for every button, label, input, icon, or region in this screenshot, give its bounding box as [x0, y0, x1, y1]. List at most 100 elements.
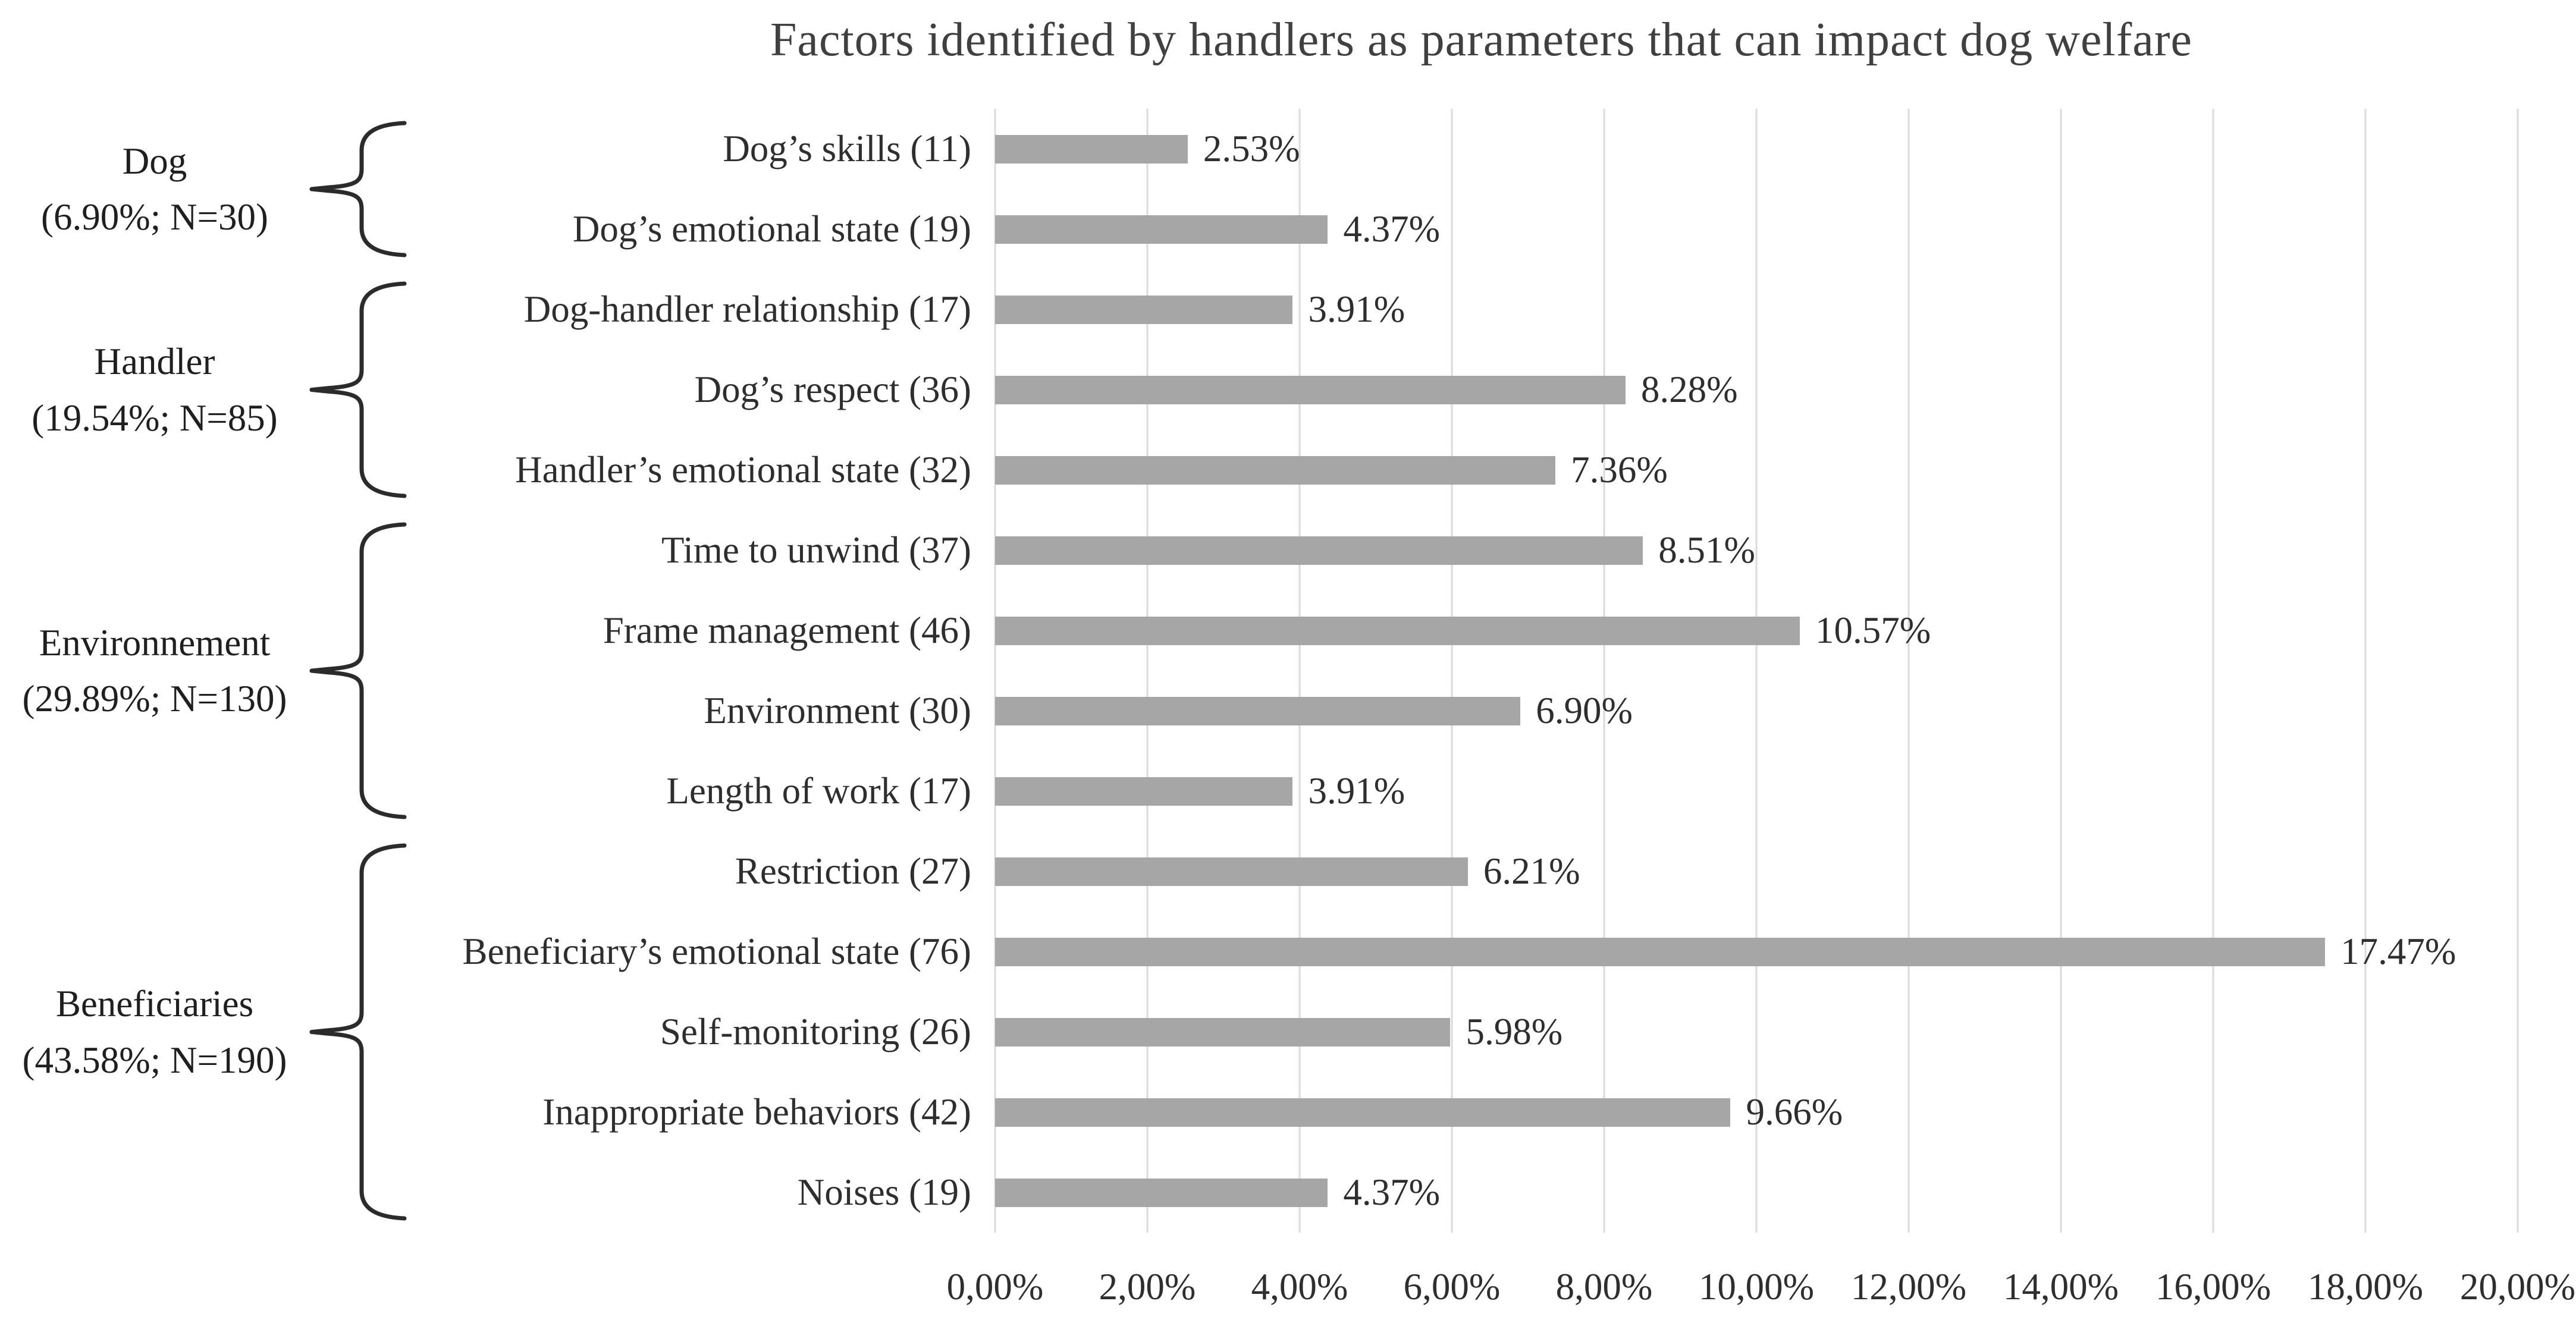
bar [995, 696, 1521, 725]
bar [995, 777, 1293, 806]
gridline [2212, 109, 2214, 1233]
table-row: Self-monitoring (26) 5.98% [0, 992, 2576, 1072]
value-label: 6.21% [1483, 850, 1580, 892]
value-label: 4.37% [1343, 1171, 1441, 1213]
category-label: Noises (19) [797, 1171, 971, 1213]
group-stats: (29.89%; N=130) [22, 678, 287, 719]
value-label: 4.37% [1343, 208, 1441, 250]
bar-track: 9.66% [995, 1072, 2518, 1152]
category-label: Self-monitoring (26) [660, 1011, 971, 1052]
gridlines-layer [994, 109, 2519, 1233]
table-row: Dog-handler relationship (17) 3.91% [0, 269, 2576, 350]
bar-track: 4.37% [995, 1152, 2518, 1233]
bar [995, 455, 1556, 485]
gridline [1451, 109, 1453, 1233]
bar-track: 8.51% [995, 510, 2518, 590]
bar-track: 17.47% [995, 912, 2518, 992]
group-stats: (43.58%; N=190) [22, 1039, 287, 1081]
curly-brace [309, 522, 407, 819]
bar-track: 6.21% [995, 831, 2518, 912]
value-label: 3.91% [1308, 770, 1405, 812]
category-label: Restriction (27) [735, 850, 971, 892]
bar [995, 937, 2326, 966]
x-tick-label: 4,00% [1251, 1266, 1348, 1308]
gridline [2517, 109, 2519, 1233]
bar [995, 857, 1468, 886]
curly-brace [309, 121, 407, 257]
gridline [1907, 109, 1910, 1233]
x-tick-label: 20,00% [2459, 1266, 2576, 1308]
category-label: Dog’s emotional state (19) [572, 208, 971, 250]
table-row: Dog’s respect (36) 8.28% [0, 350, 2576, 430]
x-axis-tick-labels: 0,00% 2,00% 4,00% 6,00% 8,00% 10,00% 12,00% 14,… [947, 1265, 2575, 1313]
value-label: 7.36% [1571, 449, 1668, 491]
category-label: Inappropriate behaviors (42) [542, 1091, 971, 1133]
value-label: 9.66% [1746, 1091, 1843, 1133]
bar [995, 215, 1328, 244]
value-label: 2.53% [1203, 128, 1300, 169]
group-name: Beneficiaries [55, 983, 254, 1025]
category-label: Environment (30) [704, 690, 971, 731]
bar-track: 3.91% [995, 751, 2518, 831]
category-label: Frame management (46) [603, 609, 971, 651]
bar-track: 5.98% [995, 992, 2518, 1072]
group-label: Beneficiaries (43.58%; N=190) [12, 841, 297, 1223]
table-row: Noises (19) 4.37% [0, 1152, 2576, 1233]
x-tick-label: 18,00% [2307, 1266, 2424, 1308]
group-braces-layer: Dog (6.90%; N=30) Handler (19.54%; N=85) Env… [0, 109, 428, 1233]
x-tick-label: 14,00% [2003, 1266, 2119, 1308]
value-label: 10.57% [1815, 609, 1931, 651]
value-label: 8.28% [1640, 369, 1738, 410]
value-label: 6.90% [1536, 690, 1633, 731]
table-row: Frame management (46) 10.57% [0, 590, 2576, 671]
bar [995, 295, 1293, 324]
x-tick-label: 0,00% [946, 1266, 1044, 1308]
category-label: Handler’s emotional state (32) [515, 449, 971, 491]
bar [995, 134, 1188, 164]
table-row: Restriction (27) 6.21% [0, 831, 2576, 912]
gridline [1298, 109, 1301, 1233]
bar-track: 3.91% [995, 269, 2518, 350]
curly-brace [309, 281, 407, 498]
bar-track: 6.90% [995, 671, 2518, 751]
category-label: Dog’s skills (11) [723, 128, 971, 169]
table-row: Inappropriate behaviors (42) 9.66% [0, 1072, 2576, 1152]
bar [995, 1178, 1328, 1207]
table-row: Handler’s emotional state (32) 7.36% [0, 430, 2576, 510]
bar-track: 10.57% [995, 590, 2518, 671]
table-row: Length of work (17) 3.91% [0, 751, 2576, 831]
category-label: Dog’s respect (36) [694, 369, 971, 410]
x-tick-label: 10,00% [1698, 1266, 1815, 1308]
category-label: Length of work (17) [666, 770, 971, 812]
group-name: Handler [94, 341, 215, 382]
table-row: Dog’s emotional state (19) 4.37% [0, 189, 2576, 269]
group-name: Environnement [39, 621, 271, 664]
bar [995, 616, 1800, 645]
bar-track: 7.36% [995, 430, 2518, 510]
x-tick-label: 2,00% [1099, 1266, 1196, 1308]
bar [995, 1098, 1731, 1127]
group-label: Dog (6.90%; N=30) [12, 118, 297, 260]
group-label: Environnement (29.89%; N=130) [12, 520, 297, 822]
bar-track: 2.53% [995, 109, 2518, 189]
bar-track: 4.37% [995, 189, 2518, 269]
gridline [2364, 109, 2367, 1233]
category-label: Beneficiary’s emotional state (76) [462, 931, 971, 972]
gridline [2060, 109, 2062, 1233]
x-tick-label: 8,00% [1555, 1266, 1653, 1308]
gridline [1755, 109, 1758, 1233]
table-row: Dog’s skills (11) 2.53% [0, 109, 2576, 189]
category-label: Dog-handler relationship (17) [523, 288, 971, 330]
x-tick-label: 12,00% [1850, 1266, 1967, 1308]
gridline [1603, 109, 1605, 1233]
gridline [1146, 109, 1149, 1233]
group-stats: (19.54%; N=85) [32, 397, 278, 439]
value-label: 3.91% [1308, 288, 1405, 330]
group-stats: (6.90%; N=30) [41, 196, 268, 238]
bar-rows-layer: Dog’s skills (11) 2.53% Dog’s emotional st… [0, 109, 2576, 1233]
bar [995, 1017, 1451, 1047]
bar-track: 8.28% [995, 350, 2518, 430]
table-row: Beneficiary’s emotional state (76) 17.47% [0, 912, 2576, 992]
table-row: Environment (30) 6.90% [0, 671, 2576, 751]
